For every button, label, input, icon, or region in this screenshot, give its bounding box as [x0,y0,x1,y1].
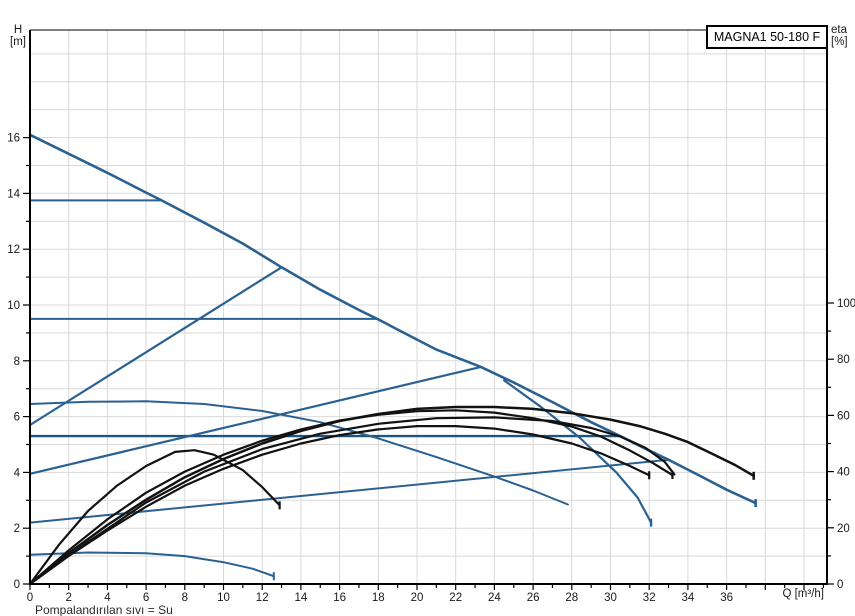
q-axis-tick-label: 6 [143,592,149,604]
eta-curve-c [28,425,651,586]
x-axis-label: Q [m³/h] [782,588,824,600]
left-axis-label: H [m] [5,24,31,48]
eta-max-speed-curve [28,405,755,586]
q-axis-tick-label: 28 [565,592,578,604]
pump-model-title: MAGNA1 50-180 F [713,30,821,44]
eta-axis-tick-label: 40 [837,467,850,479]
h-axis-tick-label: 16 [7,133,20,145]
eta-axis-tick-label: 100 [837,298,855,310]
h-axis-tick-label: 12 [7,244,20,256]
left-axis-label-unit: [m] [10,36,26,48]
proportional-pressure-mid [28,365,482,475]
q-axis-tick-label: 24 [488,592,501,604]
q-axis-tick-label: 34 [682,592,695,604]
q-axis-tick-label: 30 [604,592,617,604]
eta-axis-tick-label: 0 [837,579,843,591]
h-axis-tick-label: 4 [14,467,21,479]
h-axis-tick-label: 14 [7,188,20,200]
q-axis-tick-label: 26 [527,592,540,604]
q-axis-tick-label: 4 [104,592,111,604]
eta-curve-b [28,409,674,586]
q-axis-tick-label: 0 [27,592,33,604]
right-axis-label-quantity: eta [831,24,847,36]
q-axis-tick-label: 18 [372,592,385,604]
q-axis-tick-label: 36 [720,592,733,604]
qh-speed-ii-tail-curve [503,379,653,524]
h-axis-tick-label: 0 [14,579,20,591]
left-axis-label-quantity: H [13,24,23,36]
q-axis-tick-label: 10 [217,592,230,604]
h-axis-tick-label: 10 [7,300,20,312]
q-axis-tick-label: 14 [295,592,308,604]
h-axis-tick-label: 6 [14,412,20,424]
eta-curve-e [28,416,676,586]
q-axis-tick-label: 20 [411,592,424,604]
h-axis-tick-label: 2 [14,523,20,535]
eta-axis-tick-label: 60 [837,410,850,422]
qh-min-speed-curve [29,551,275,578]
pumped-liquid-note: Pompalandırılan sıvı = Su [35,603,173,616]
pump-model-title-box: MAGNA1 50-180 F [706,25,828,49]
proportional-pressure-high [28,266,283,427]
eta-min-speed-curve [28,449,281,586]
h-axis-tick-label: 8 [14,356,20,368]
qh-speed-iii-curve [29,400,569,506]
q-axis-tick-label: 12 [256,592,269,604]
q-axis-tick-label: 2 [65,592,71,604]
q-axis-tick-label: 16 [333,592,346,604]
qh-max-speed-curve [28,133,757,505]
q-axis-tick-label: 32 [643,592,656,604]
eta-axis-tick-label: 80 [837,354,850,366]
right-axis-label: eta [%] [831,24,855,48]
eta-axis-tick-label: 20 [837,523,850,535]
q-axis-tick-label: 8 [182,592,188,604]
right-axis-label-unit: [%] [831,36,848,48]
q-axis-tick-label: 22 [449,592,462,604]
